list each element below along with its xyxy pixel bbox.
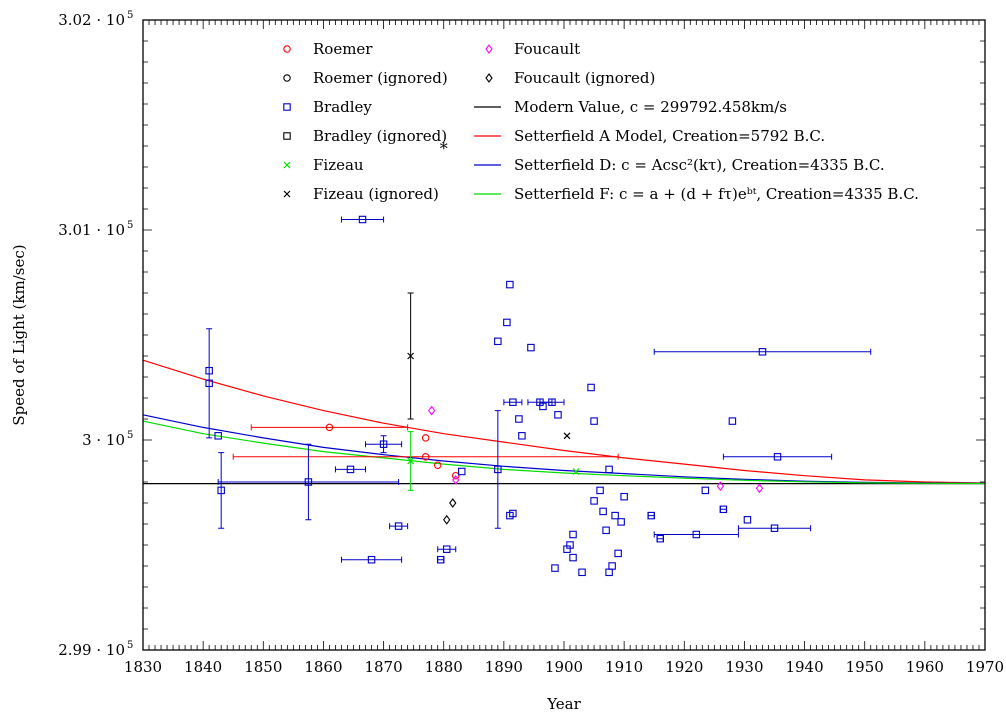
x-tick-label: 1930 xyxy=(725,658,763,676)
legend-label: Setterfield F: c = a + (d + fτ)eᵇᵗ, Crea… xyxy=(514,185,919,203)
x-tick-label: 1830 xyxy=(124,658,162,676)
legend-label: Setterfield A Model, Creation=5792 B.C. xyxy=(514,127,825,145)
legend-label: Modern Value, c = 299792.458km/s xyxy=(514,98,787,116)
legend-label: Roemer xyxy=(313,40,373,58)
x-axis-label: Year xyxy=(546,695,581,713)
legend-label: Fizeau (ignored) xyxy=(313,185,439,203)
legend-label: Foucault (ignored) xyxy=(514,69,655,87)
x-tick-label: 1850 xyxy=(244,658,282,676)
x-tick-label: 1950 xyxy=(846,658,884,676)
x-tick-label: 1870 xyxy=(364,658,402,676)
legend-entry: Setterfield F: c = a + (d + fτ)eᵇᵗ, Crea… xyxy=(474,185,919,203)
x-tick-label: 1920 xyxy=(665,658,703,676)
y-tick-label: 3 · 10 xyxy=(82,431,125,449)
legend-label: Foucault xyxy=(514,40,580,58)
legend-entry: Setterfield D: c = Acsc²(kτ), Creation=4… xyxy=(474,156,885,174)
legend-label: Roemer (ignored) xyxy=(313,69,448,87)
x-tick-label: 1900 xyxy=(545,658,583,676)
y-tick-exponent: 5 xyxy=(127,220,133,231)
x-tick-label: 1970 xyxy=(966,658,1004,676)
legend-label: Fizeau xyxy=(313,156,364,174)
y-tick-exponent: 5 xyxy=(127,10,133,21)
legend-label: Bradley (ignored) xyxy=(313,127,447,145)
x-tick-label: 1860 xyxy=(304,658,342,676)
y-tick-exponent: 5 xyxy=(127,640,133,651)
legend-entry: Setterfield A Model, Creation=5792 B.C. xyxy=(474,127,825,145)
x-tick-label: 1890 xyxy=(485,658,523,676)
y-axis-label: Speed of Light (km/sec) xyxy=(10,244,28,425)
legend-entry: Modern Value, c = 299792.458km/s xyxy=(474,98,787,116)
y-tick-label: 3.02 · 10 xyxy=(58,11,125,29)
x-tick-label: 1880 xyxy=(425,658,463,676)
x-tick-label: 1910 xyxy=(605,658,643,676)
y-tick-label: 3.01 · 10 xyxy=(58,221,125,239)
legend-label: Bradley xyxy=(313,98,372,116)
x-tick-label: 1960 xyxy=(906,658,944,676)
y-tick-exponent: 5 xyxy=(127,430,133,441)
x-tick-label: 1840 xyxy=(184,658,222,676)
x-tick-label: 1940 xyxy=(785,658,823,676)
legend-label: Setterfield D: c = Acsc²(kτ), Creation=4… xyxy=(514,156,885,174)
y-tick-label: 2.99 · 10 xyxy=(58,641,125,659)
